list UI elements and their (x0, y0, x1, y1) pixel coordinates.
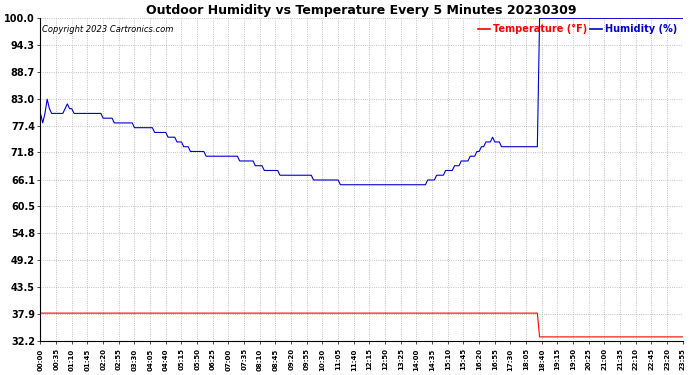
Title: Outdoor Humidity vs Temperature Every 5 Minutes 20230309: Outdoor Humidity vs Temperature Every 5 … (146, 4, 577, 17)
Legend: Temperature (°F), Humidity (%): Temperature (°F), Humidity (%) (477, 23, 678, 35)
Text: Copyright 2023 Cartronics.com: Copyright 2023 Cartronics.com (42, 25, 173, 34)
